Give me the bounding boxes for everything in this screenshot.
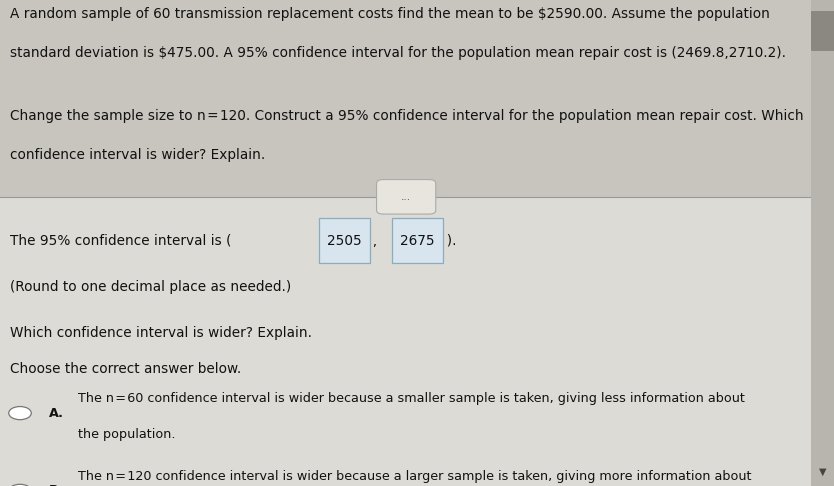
Text: ,: , — [370, 234, 380, 247]
Text: the population.: the population. — [78, 429, 175, 441]
Text: The n = 60 confidence interval is wider because a smaller sample is taken, givin: The n = 60 confidence interval is wider … — [78, 392, 745, 405]
Text: Change the sample size to n = 120. Construct a 95% confidence interval for the p: Change the sample size to n = 120. Const… — [10, 109, 804, 123]
Text: (Round to one decimal place as needed.): (Round to one decimal place as needed.) — [10, 280, 291, 294]
Text: Which confidence interval is wider? Explain.: Which confidence interval is wider? Expl… — [10, 326, 312, 340]
Text: The 95% confidence interval is (: The 95% confidence interval is ( — [10, 234, 234, 247]
Circle shape — [8, 406, 32, 419]
Circle shape — [8, 484, 32, 486]
Text: The n = 120 confidence interval is wider because a larger sample is taken, givin: The n = 120 confidence interval is wider… — [78, 470, 751, 483]
FancyBboxPatch shape — [392, 218, 443, 263]
FancyBboxPatch shape — [811, 11, 834, 50]
FancyBboxPatch shape — [811, 0, 834, 486]
FancyBboxPatch shape — [0, 0, 834, 197]
Text: confidence interval is wider? Explain.: confidence interval is wider? Explain. — [10, 148, 265, 162]
FancyBboxPatch shape — [376, 179, 435, 214]
Text: standard deviation is $475.00. A 95% confidence interval for the population mean: standard deviation is $475.00. A 95% con… — [10, 46, 786, 60]
Text: ▼: ▼ — [819, 467, 826, 477]
Text: B.: B. — [49, 485, 63, 486]
Text: 2505: 2505 — [328, 234, 362, 247]
Text: A.: A. — [49, 407, 64, 419]
Text: A random sample of 60 transmission replacement costs find the mean to be $2590.0: A random sample of 60 transmission repla… — [10, 7, 770, 21]
FancyBboxPatch shape — [319, 218, 370, 263]
Text: 2675: 2675 — [400, 234, 435, 247]
Text: ...: ... — [401, 192, 411, 202]
Text: Choose the correct answer below.: Choose the correct answer below. — [10, 363, 241, 376]
Text: ).: ). — [444, 234, 456, 247]
